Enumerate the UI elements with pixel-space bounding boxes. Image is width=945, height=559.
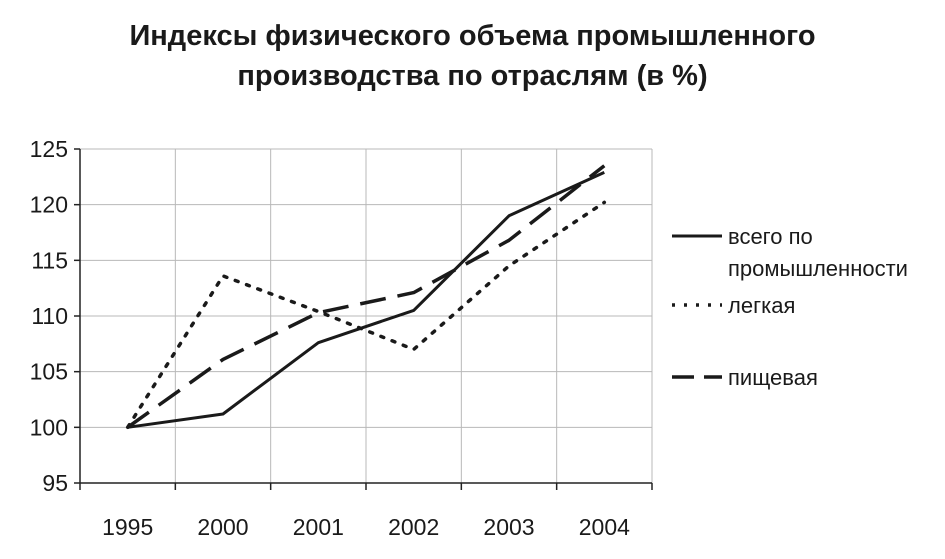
x-tick-label: 2004 <box>579 514 630 540</box>
x-tick-label: 2001 <box>293 514 344 540</box>
x-tick-label: 2003 <box>483 514 534 540</box>
legend-label-2: легкая <box>728 293 795 318</box>
y-tick-label: 95 <box>42 470 68 496</box>
chart-title-line-1: Индексы физического объема промышленного <box>129 20 816 52</box>
chart-title-line-2: производства по отраслям (в %) <box>237 60 708 92</box>
legend-label-3: пищевая <box>728 365 818 390</box>
series-line-2 <box>125 200 607 430</box>
legend-label-1: всего по <box>728 224 813 249</box>
y-tick-label: 125 <box>30 136 68 162</box>
chart-title: Индексы физического объема промышленного… <box>0 16 945 96</box>
y-tick-label: 100 <box>30 414 68 440</box>
y-tick-label: 105 <box>30 359 68 385</box>
x-tick-label: 1995 <box>102 514 153 540</box>
x-tick-label: 2000 <box>197 514 248 540</box>
x-tick-label: 2002 <box>388 514 439 540</box>
y-tick-label: 120 <box>30 192 68 218</box>
y-tick-label: 110 <box>31 303 68 329</box>
series-line-3 <box>126 164 606 429</box>
y-tick-label: 115 <box>31 247 68 273</box>
series-line-1 <box>127 171 605 429</box>
legend-label-1: промышленности <box>728 256 908 281</box>
